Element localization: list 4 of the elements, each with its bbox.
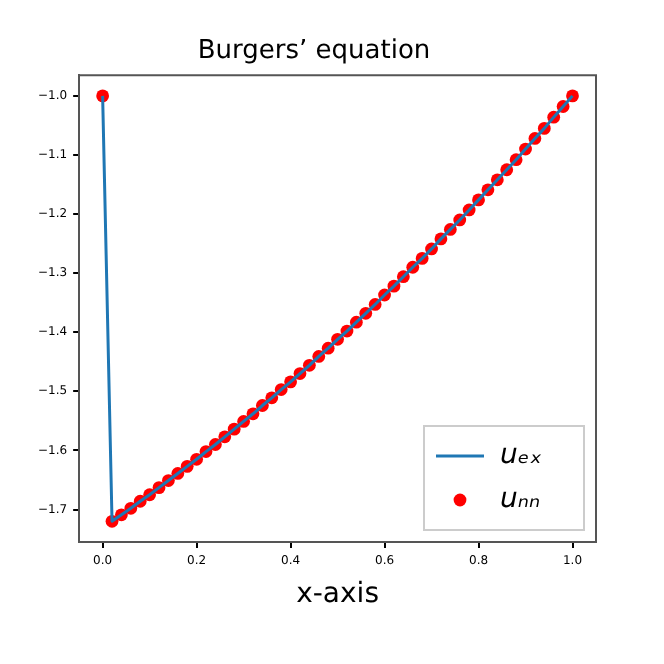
chart-title: Burgers’ equation (197, 36, 431, 67)
x-axis-title: x-axis (296, 578, 379, 611)
legend-label: uₑₓ (500, 439, 542, 472)
legend-label: uₙₙ (500, 483, 541, 516)
